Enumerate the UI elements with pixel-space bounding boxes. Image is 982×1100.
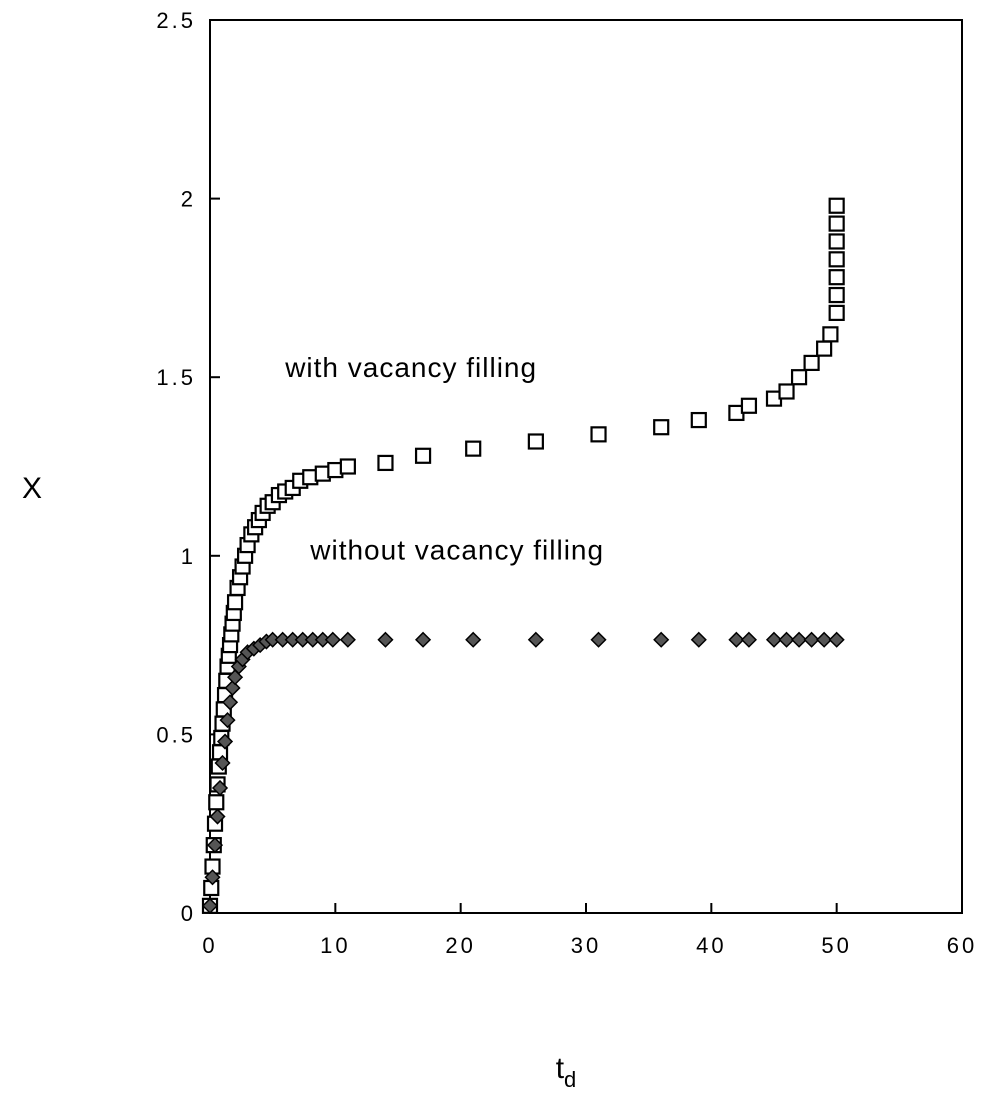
data-point-square — [690, 411, 707, 429]
data-point-square — [828, 233, 845, 250]
data-point-diamond — [339, 631, 356, 648]
data-point-square — [816, 340, 833, 357]
data-point-diamond — [219, 712, 236, 729]
data-point-square — [828, 304, 845, 322]
data-point-square — [527, 433, 544, 450]
y-axis-title: X — [22, 472, 42, 505]
x-axis: 0 10 20 30 40 50 60 — [202, 903, 977, 958]
data-point-diamond — [224, 679, 241, 697]
data-point-square — [790, 369, 808, 386]
data-point-diamond — [221, 694, 239, 711]
data-point-diamond — [415, 631, 432, 648]
data-point-diamond — [828, 631, 845, 648]
data-point-diamond — [204, 869, 221, 886]
data-point-square — [822, 326, 839, 343]
data-point-diamond — [778, 631, 795, 648]
data-series — [201, 197, 845, 914]
data-point-diamond — [201, 897, 219, 914]
data-point-diamond — [206, 837, 224, 854]
data-point-square — [208, 794, 225, 811]
data-point-diamond — [214, 754, 231, 772]
data-point-diamond — [791, 631, 808, 648]
x-tick-label: 0 — [202, 933, 217, 958]
annotation-without-vacancy-filling: without vacancy filling — [309, 534, 604, 565]
x-tick-label: 40 — [696, 933, 726, 958]
x-tick-label: 30 — [571, 933, 601, 958]
data-point-diamond — [740, 631, 757, 648]
data-point-diamond — [690, 631, 707, 648]
data-point-diamond — [465, 631, 482, 648]
data-point-square — [414, 447, 432, 464]
y-axis: 0 0.5 1 1.5 2 2.5 — [156, 8, 220, 926]
data-point-square — [828, 269, 845, 286]
y-tick-label: 2.5 — [156, 8, 196, 33]
x-axis-title-main: t — [556, 1052, 565, 1085]
data-point-diamond — [324, 631, 341, 648]
data-point-diamond — [216, 733, 234, 750]
data-point-diamond — [653, 631, 670, 648]
y-tick-label: 0 — [181, 901, 196, 926]
x-tick-label: 10 — [320, 933, 350, 958]
data-point-square — [778, 383, 795, 400]
data-point-square — [828, 197, 845, 214]
data-point-square — [377, 454, 394, 472]
data-point-square — [339, 458, 356, 475]
data-point-square — [653, 419, 670, 436]
data-point-square — [828, 215, 845, 232]
data-point-diamond — [209, 808, 226, 825]
data-point-diamond — [816, 631, 833, 648]
annotation-with-vacancy-filling: with vacancy filling — [284, 352, 537, 383]
data-point-diamond — [211, 779, 229, 797]
data-point-square — [740, 397, 758, 414]
data-point-square — [828, 286, 845, 304]
data-point-diamond — [803, 631, 820, 648]
x-tick-label: 20 — [445, 933, 475, 958]
y-tick-label: 1 — [181, 544, 196, 569]
data-point-diamond — [728, 631, 745, 648]
data-point-square — [803, 354, 820, 372]
x-axis-title: td — [556, 1052, 577, 1092]
data-point-diamond — [765, 631, 783, 648]
data-point-square — [828, 251, 845, 268]
data-point-square — [590, 426, 607, 443]
y-tick-label: 2 — [181, 187, 196, 212]
x-tick-label: 60 — [947, 933, 977, 958]
data-point-square — [226, 594, 244, 611]
x-tick-label: 50 — [821, 933, 851, 958]
y-tick-label: 1.5 — [156, 365, 196, 390]
data-point-square — [465, 440, 482, 457]
data-point-diamond — [527, 631, 544, 648]
y-tick-label: 0.5 — [156, 722, 196, 747]
x-axis-title-subscript: d — [564, 1067, 576, 1092]
data-point-diamond — [590, 631, 607, 648]
data-point-diamond — [377, 631, 394, 648]
